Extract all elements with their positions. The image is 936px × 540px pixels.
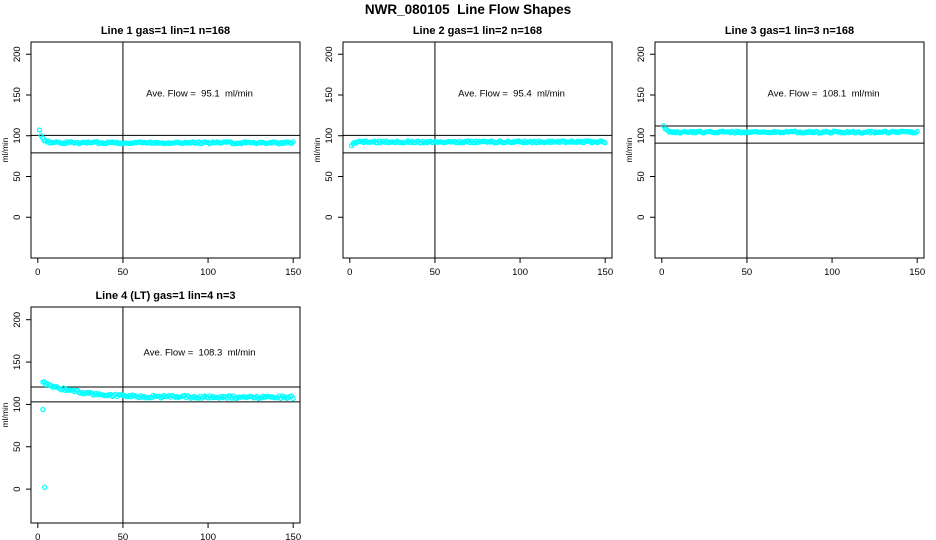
x-tick-label: 50 [430, 267, 441, 278]
y-axis-label: ml/min [0, 402, 10, 427]
plot-line-3-svg: Line 3 gas=1 lin=3 n=168 0 50 100 150 0 50 100 1… [624, 25, 925, 278]
y-axis-label: ml/min [0, 137, 10, 162]
y-tick-label: 200 [12, 46, 23, 62]
x-tick-label: 150 [909, 267, 925, 278]
y-axis-label: ml/min [312, 137, 322, 162]
panel-title: Line 3 gas=1 lin=3 n=168 [725, 25, 854, 37]
y-tick-label: 200 [324, 46, 335, 62]
points-series [36, 127, 296, 147]
x-tick-label: 100 [512, 267, 528, 278]
x-tick-label: 0 [35, 532, 40, 540]
y-tick-label: 50 [12, 441, 23, 452]
y-tick-label: 100 [636, 128, 647, 144]
x-tick-label: 0 [35, 267, 40, 278]
y-tick-label: 0 [12, 486, 23, 491]
x-tick-label: 0 [347, 267, 352, 278]
y-tick-label: 50 [324, 171, 335, 182]
x-tick-label: 50 [742, 267, 753, 278]
plot-panel-line-4: Line 4 (LT) gas=1 lin=4 n=3 0 50 100 150 0 50 1… [0, 279, 312, 540]
ave-flow-annotation: Ave. Flow = 108.1 ml/min [768, 89, 880, 100]
points-series [660, 122, 920, 136]
y-tick-label: 100 [12, 396, 23, 412]
points-series [348, 138, 608, 149]
y-tick-label: 150 [324, 87, 335, 103]
x-tick-label: 50 [118, 532, 129, 540]
panel-title: Line 2 gas=1 lin=2 n=168 [413, 25, 542, 37]
plot-line-1-svg: Line 1 gas=1 lin=1 n=168 0 50 100 150 0 50 100 1… [0, 25, 301, 278]
y-tick-label: 150 [12, 354, 23, 370]
plot-line-4-svg: Line 4 (LT) gas=1 lin=4 n=3 0 50 100 150 0 50 1… [0, 290, 301, 540]
plot-panel-line-2: Line 2 gas=1 lin=2 n=168 0 50 100 150 0 50 100 1… [312, 14, 624, 284]
plot-panel-line-1: Line 1 gas=1 lin=1 n=168 0 50 100 150 0 50 100 1… [0, 14, 312, 284]
y-tick-label: 150 [636, 87, 647, 103]
y-tick-label: 150 [12, 87, 23, 103]
y-tick-label: 50 [12, 171, 23, 182]
x-tick-label: 100 [200, 532, 216, 540]
x-tick-label: 150 [597, 267, 613, 278]
y-tick-label: 50 [636, 171, 647, 182]
figure-title: NWR_080105 Line Flow Shapes [364, 2, 572, 17]
plot-box [654, 41, 925, 259]
y-axis-label: ml/min [624, 137, 634, 162]
x-tick-label: 100 [200, 267, 216, 278]
plot-box [30, 306, 301, 524]
plot-line-2-svg: Line 2 gas=1 lin=2 n=168 0 50 100 150 0 50 100 1… [312, 25, 613, 278]
plot-box [30, 41, 301, 259]
plot-box [342, 41, 613, 259]
x-tick-label: 100 [824, 267, 840, 278]
ave-flow-annotation: Ave. Flow = 95.1 ml/min [146, 89, 253, 100]
points-series [40, 379, 296, 490]
y-tick-label: 0 [324, 215, 335, 220]
x-tick-label: 0 [659, 267, 664, 278]
y-tick-label: 100 [324, 128, 335, 144]
x-tick-label: 50 [118, 267, 129, 278]
x-tick-label: 150 [285, 267, 301, 278]
panel-title: Line 1 gas=1 lin=1 n=168 [101, 25, 230, 37]
y-tick-label: 200 [12, 312, 23, 328]
y-tick-label: 0 [636, 215, 647, 220]
panel-title: Line 4 (LT) gas=1 lin=4 n=3 [95, 290, 235, 302]
plot-panel-line-3: Line 3 gas=1 lin=3 n=168 0 50 100 150 0 50 100 1… [624, 14, 936, 284]
y-tick-label: 0 [12, 215, 23, 220]
ave-flow-annotation: Ave. Flow = 108.3 ml/min [144, 347, 256, 358]
x-tick-label: 150 [285, 532, 301, 540]
y-tick-label: 200 [636, 46, 647, 62]
y-tick-label: 100 [12, 128, 23, 144]
ave-flow-annotation: Ave. Flow = 95.4 ml/min [458, 89, 565, 100]
